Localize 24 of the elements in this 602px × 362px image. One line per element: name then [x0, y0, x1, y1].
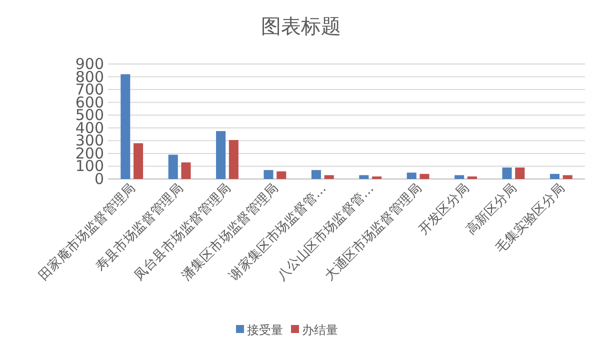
bar: [228, 140, 238, 179]
bar: [311, 170, 321, 179]
bar: [550, 174, 560, 179]
bar: [216, 131, 226, 179]
bar: [134, 143, 144, 179]
bar: [502, 168, 512, 179]
bar: [420, 174, 430, 179]
bar: [120, 74, 130, 179]
bar: [324, 175, 334, 179]
bar: [264, 170, 274, 179]
bar: [406, 172, 416, 179]
bar: [372, 176, 382, 179]
y-tick-label: 0: [94, 170, 104, 188]
bar: [515, 168, 525, 179]
chart-title: 图表标题: [261, 14, 341, 38]
legend-label: 接受量: [247, 323, 283, 337]
bar: [181, 162, 191, 179]
bar: [454, 175, 464, 179]
bar: [276, 171, 286, 179]
legend-label: 办结量: [302, 323, 338, 337]
bar: [467, 176, 477, 179]
bar: [168, 154, 178, 179]
bar: [359, 175, 369, 179]
bar: [562, 175, 572, 179]
